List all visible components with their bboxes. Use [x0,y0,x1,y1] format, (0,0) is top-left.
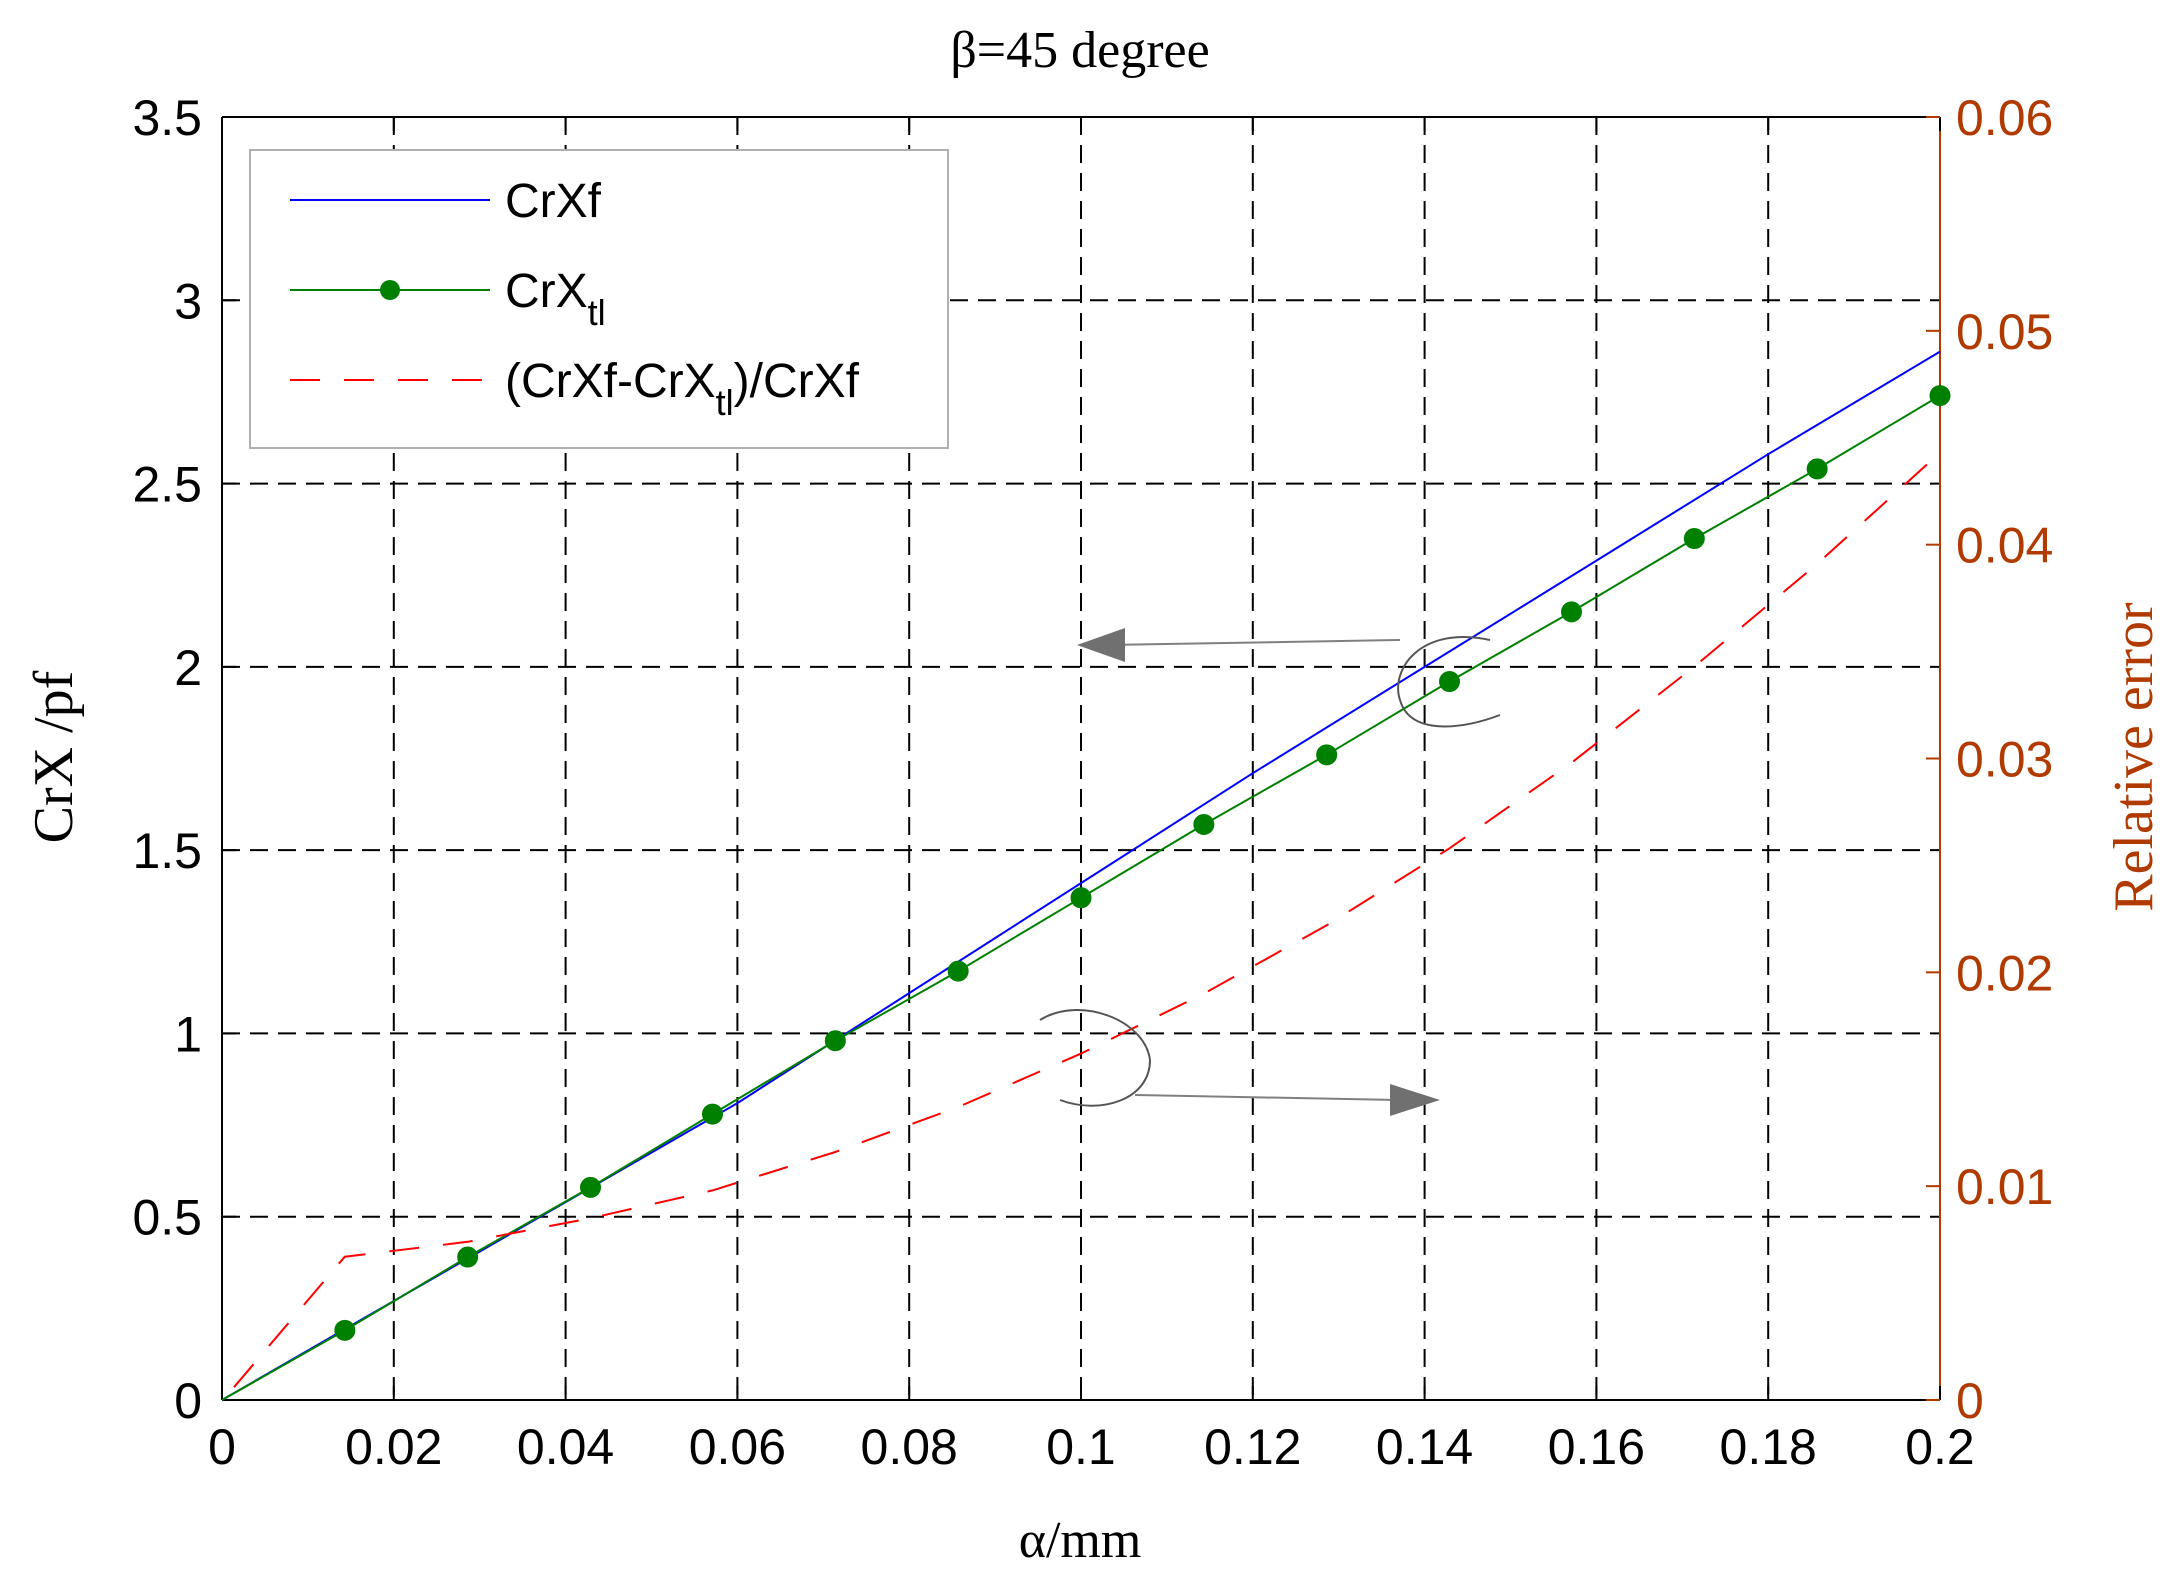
y-left-tick-label: 1.5 [132,823,202,879]
y-right-tick-label: 0 [1956,1373,1984,1429]
legend-label-main: (CrXf-CrX [505,355,716,408]
y-left-tick-label: 3 [174,273,202,329]
series-2-point [824,1030,846,1052]
annotations [1039,628,1501,1116]
legend-label-suffix: )/CrXf [734,355,860,408]
series-2-point [1560,601,1582,623]
legend-label-2: CrXtl [505,265,606,333]
series-2-point [1929,385,1951,407]
y-right-tick-label: 0.05 [1956,304,2053,360]
y-right-tick-label: 0.04 [1956,518,2053,574]
x-axis-label: α/mm [1019,1512,1142,1569]
x-tick-label: 0.04 [517,1419,614,1475]
y-right-tick-label: 0.06 [1956,90,2053,146]
series-2-point [580,1176,602,1198]
series [221,350,1951,1401]
y-left-tick-label: 3.5 [132,90,202,146]
series-2-point [1806,458,1828,480]
labels: β=45 degree α/mm CrX /pf Relative error [23,22,2165,1569]
x-tick-label: 0 [208,1419,236,1475]
x-tick-label: 0.08 [861,1419,958,1475]
series-2-point [1439,671,1461,693]
x-tick-label: 0.14 [1376,1419,1473,1475]
series-2-point [457,1246,479,1268]
y-right-tick-label: 0.02 [1956,945,2053,1001]
y-right-tick-label: 0.01 [1956,1159,2053,1215]
series-2-point [701,1103,723,1125]
y-right-tick-label: 0.03 [1956,732,2053,788]
legend-label-subscript: tl [716,382,734,423]
x-tick-label: 0.2 [1905,1419,1975,1475]
x-tick-label: 0.06 [689,1419,786,1475]
chart-title: β=45 degree [950,22,1209,79]
y-left-tick-label: 2 [174,640,202,696]
legend-label-main: CrXf [505,175,602,228]
series-2-point [1193,813,1215,835]
legend-box [249,149,949,449]
annotation-arrow-right-head [1390,1084,1440,1116]
x-tick-label: 0.12 [1204,1419,1301,1475]
axes: 0 0.02 0.04 0.06 0.08 0.1 0.12 0.14 0.16 0.18 0.20… [132,90,2053,1475]
legend-label-subscript: tl [588,292,606,333]
series-2-point [947,960,969,982]
annotation-ellipse-left-arrow [1397,636,1501,728]
y-left-tick-label: 1 [174,1006,202,1062]
legend-label-main: CrX [505,265,588,318]
x-tick-label: 0.18 [1720,1419,1817,1475]
y-left-tick-label: 2.5 [132,457,202,513]
y-axis-left-label: CrX /pf [23,670,85,843]
x-tick-label: 0.1 [1046,1419,1116,1475]
legend-marker-2 [380,280,400,300]
annotation-ellipse-right-arrow [1039,1009,1152,1107]
series-line-3 [233,451,1941,1388]
annotation-arrow-left-head [1077,628,1125,662]
annotation-arrow-right-shaft [1134,1094,1401,1101]
legend-label-3: (CrXf-CrXtl)/CrXf [505,355,860,423]
series-2-point [1070,887,1092,909]
series-2-point [1316,744,1338,766]
y-left-tick-label: 0.5 [132,1190,202,1246]
y-axis-right-label: Relative error [2103,602,2165,912]
x-tick-label: 0.02 [345,1419,442,1475]
annotation-arrow-left-shaft [1107,639,1401,646]
x-tick-label: 0.16 [1548,1419,1645,1475]
y-left-tick-label: 0 [174,1373,202,1429]
series-2-point [1683,528,1705,550]
series-2-point [334,1319,356,1341]
legend-label-1: CrXf [505,175,602,228]
